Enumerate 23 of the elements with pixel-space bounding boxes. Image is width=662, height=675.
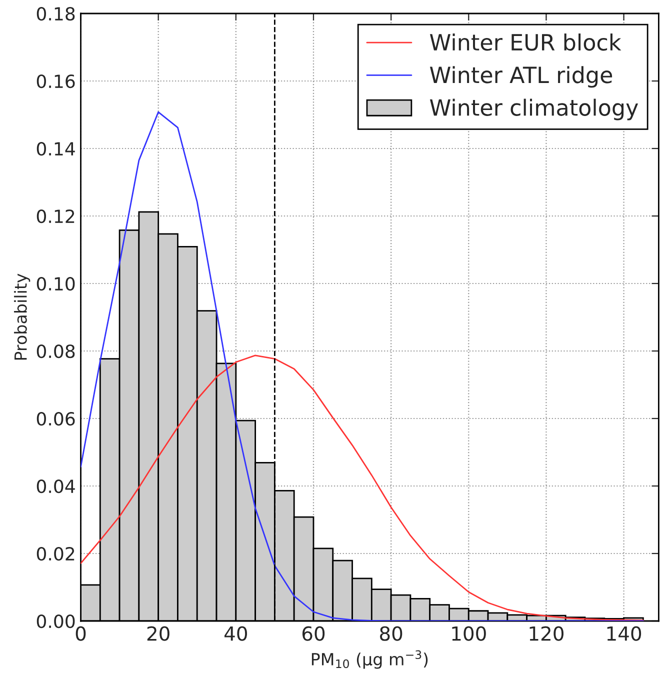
- legend-label: Winter EUR block: [430, 34, 622, 51]
- y-tick-label: 0.14: [36, 142, 75, 156]
- x-tick-label: 0: [76, 626, 86, 641]
- y-tick-label: 0.04: [36, 479, 75, 494]
- legend-label: Winter ATL ridge: [430, 66, 612, 88]
- x-tick-label: 80: [380, 626, 402, 641]
- y-tick-label: 0.00: [36, 614, 75, 628]
- x-tick-label: 40: [224, 626, 247, 641]
- y-tick-label: 0.12: [36, 209, 74, 224]
- y-tick-label: 0.06: [36, 412, 75, 426]
- x-axis-title: PM$_{10}$ (μg m$^{−3}$): [312, 650, 428, 669]
- y-tick-label: 0.18: [36, 6, 75, 21]
- y-tick-label: 0.02: [36, 546, 74, 561]
- y-tick-label: 0.16: [36, 74, 75, 88]
- x-tick-label: 60: [302, 626, 325, 641]
- x-tick-label: 20: [147, 626, 170, 641]
- x-tick-label: 120: [530, 626, 564, 641]
- x-tick-label: 140: [607, 626, 642, 641]
- y-tick-label: 0.08: [36, 344, 75, 358]
- y-tick-label: 0.10: [36, 276, 75, 291]
- x-tick-label: 100: [452, 626, 486, 641]
- legend-label: Winter climatology: [430, 98, 638, 120]
- y-axis-title: Probability: [14, 274, 30, 360]
